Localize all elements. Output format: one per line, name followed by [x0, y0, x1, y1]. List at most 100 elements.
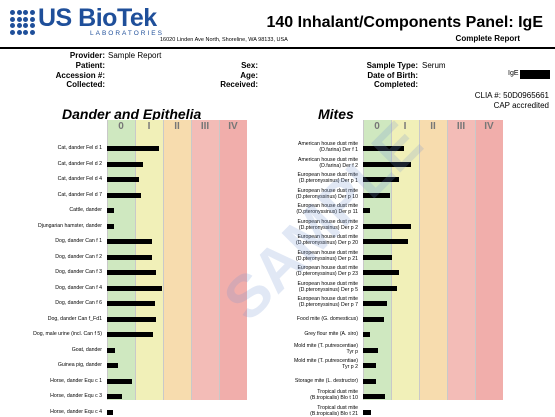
logo-dot	[16, 23, 22, 28]
dander-section-title: Dander and Epithelia	[62, 106, 202, 122]
allergen-label: American house dust mite (D.farina) Der f…	[298, 157, 358, 169]
allergen-label-line: Dog, dander Can f_Fd1	[47, 315, 102, 322]
provider-value: Sample Report	[108, 51, 162, 60]
allergen-label-line: Dog, dander Can f 1	[55, 238, 102, 244]
allergen-label: European house dust mite (D.pteronyssinus…	[297, 296, 358, 308]
allergen-label: European house dust mite (D.pteronyssinus…	[297, 281, 358, 293]
logo-dot	[23, 16, 28, 22]
result-bar	[107, 301, 155, 306]
allergen-label-line: Storage mite (L. destructor)	[294, 377, 358, 384]
allergen-label-line: American house dust mite	[298, 141, 358, 147]
allergen-label-line: Cat, dander Fel d 4	[57, 176, 102, 182]
result-bar	[107, 270, 156, 275]
allergen-label: Goat, dander	[72, 347, 102, 353]
result-bar	[363, 270, 400, 275]
allergen-label-line: Tyr p	[346, 348, 358, 355]
report-subtitle: Complete Report	[455, 34, 520, 43]
logo-dot	[29, 29, 35, 35]
allergen-label-line: European house dust mite	[297, 203, 358, 209]
result-bar	[107, 254, 152, 260]
allergen-label: Horse, dander Equ c 3	[50, 393, 102, 399]
allergen-label-line: Grey flour mite (A. siro)	[304, 331, 358, 337]
allergen-label: European house dust mite (D.pteronyssinus…	[297, 219, 358, 231]
class-zone	[163, 120, 191, 400]
allergen-label: European house dust mite (D.pteronyssinus…	[297, 172, 358, 184]
allergen-label-line: European house dust mite	[297, 234, 358, 240]
cap-accredited: CAP accredited	[493, 101, 549, 110]
result-bar	[363, 223, 411, 229]
age-label: Age:	[240, 71, 258, 80]
result-bar	[107, 223, 114, 229]
allergen-label-line: European house dust mite	[297, 249, 358, 256]
allergen-label: American house dust mite (D.farina) Der f…	[298, 141, 358, 153]
result-bar	[107, 394, 123, 399]
sex-label: Sex:	[241, 61, 258, 70]
class-divider	[191, 120, 192, 400]
allergen-label-line: Cat, dander Fel d 2	[57, 160, 102, 167]
logo-dot	[23, 29, 28, 35]
patient-label: Patient:	[75, 61, 105, 70]
result-bar	[363, 146, 404, 151]
allergen-label: Djungarian hamster, dander	[38, 223, 102, 229]
allergen-label-line: (D.pteronyssinus) Der p 7	[298, 302, 358, 308]
allergen-label: Grey flour mite (A. siro)	[304, 331, 358, 337]
result-bar	[363, 208, 370, 213]
result-bar	[363, 394, 386, 399]
allergen-label-line: Mold mite (T. putrescentiae)	[293, 358, 358, 364]
allergen-label-line: American house dust mite	[298, 156, 358, 163]
logo-subtext: LABORATORIES	[90, 30, 164, 37]
allergen-label: Cattle, dander	[69, 207, 102, 213]
logo-dot	[29, 10, 35, 15]
class-divider	[135, 120, 136, 400]
logo-text: US BioTek	[38, 4, 157, 32]
allergen-label-line: Cat, dander Fel d 7	[57, 191, 102, 198]
allergen-label-line: Dog, dander Can f 2	[55, 253, 102, 260]
result-bar	[107, 347, 116, 353]
class-zone	[135, 120, 163, 400]
allergen-label: Dog, male urine (incl. Can f 5)	[33, 331, 102, 337]
mites-section-title: Mites	[318, 106, 354, 122]
result-bar	[107, 409, 113, 415]
logo-dot	[10, 29, 15, 35]
logo-dot	[23, 10, 28, 15]
allergen-label-line: European house dust mite	[297, 187, 358, 194]
result-bar	[363, 316, 384, 322]
logo-dot	[29, 23, 35, 28]
allergen-label-line: Cattle, dander	[69, 207, 102, 213]
allergen-label: Dog, dander Can f_Fd1	[48, 316, 102, 322]
class-zone	[219, 120, 247, 400]
allergen-label-line: (D.pteronyssinus) Der p 20	[296, 240, 358, 246]
result-bar	[107, 363, 119, 368]
allergen-label-line: Horse, dander Equ c 1	[50, 377, 102, 384]
allergen-label: Dog, dander Can f 2	[55, 254, 102, 260]
collected-label: Collected:	[66, 80, 105, 89]
result-bar	[363, 301, 387, 306]
logo-dots-icon	[10, 10, 36, 36]
allergen-label-line: Cat, dander Fel d 1	[57, 145, 102, 151]
allergen-label: Dog, dander Can f 4	[55, 285, 102, 291]
company-logo: US BioTek LABORATORIES	[10, 4, 185, 48]
clia-number: CLIA #: 50D0965661	[474, 91, 549, 100]
result-bar	[107, 146, 159, 151]
result-bar	[363, 177, 400, 182]
class-zone	[363, 120, 391, 400]
allergen-label: Storage mite (L. destructor)	[295, 378, 358, 384]
allergen-label-line: Dog, dander Can f 6	[55, 300, 102, 306]
class-header: III	[200, 121, 210, 132]
logo-dot	[10, 10, 15, 15]
logo-dot	[16, 10, 22, 15]
allergen-label-line: European house dust mite	[297, 218, 358, 225]
allergen-label: Tropical dust mite (B.tropicalis) Blo t 2…	[310, 405, 358, 417]
result-bar	[363, 192, 390, 198]
report-title: 140 Inhalant/Components Panel: IgE	[266, 14, 544, 31]
allergen-label: Tropical dust mite (B.tropicalis) Blo t 1…	[310, 389, 358, 401]
allergen-label-line: Dog, male urine (incl. Can f 5)	[33, 331, 102, 337]
allergen-label: European house dust mite (D.pteronyssinus…	[296, 188, 358, 200]
class-header: II	[430, 121, 436, 132]
class-header: IV	[484, 121, 494, 132]
lab-address: 16020 Linden Ave North, Shoreline, WA 98…	[160, 37, 288, 43]
result-bar	[363, 332, 370, 337]
dob-label: Date of Birth:	[367, 71, 418, 80]
accession-label: Accession #:	[55, 71, 105, 80]
result-bar	[363, 378, 376, 384]
